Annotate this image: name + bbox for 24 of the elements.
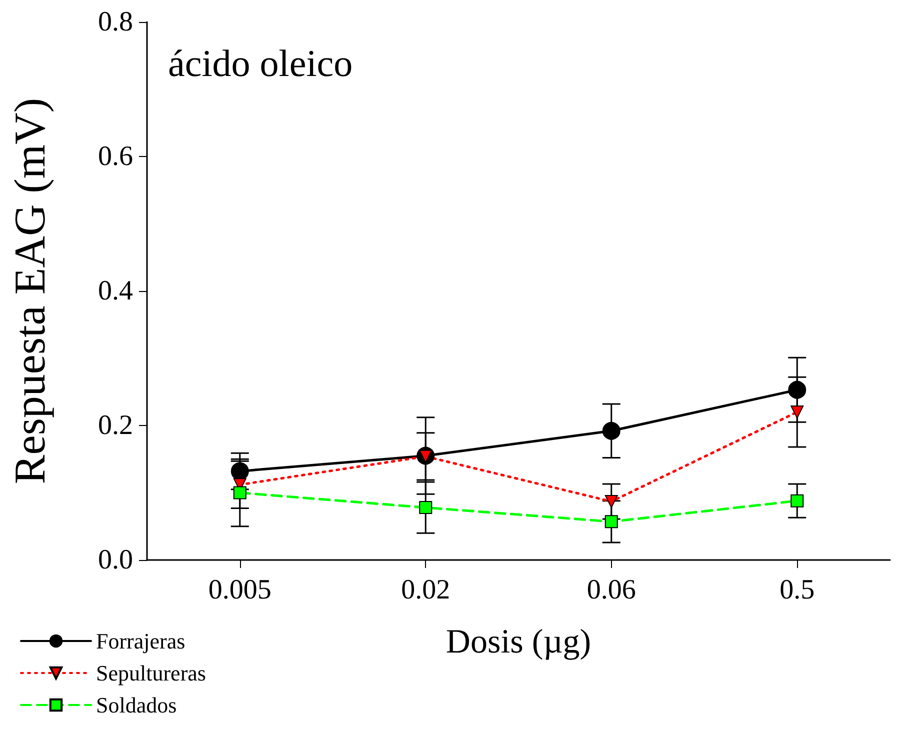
y-axis-title: Respuesta EAG (mV) <box>6 98 54 484</box>
point <box>419 501 432 514</box>
point <box>230 462 249 480</box>
y-tick-label: 0.2 <box>98 410 133 441</box>
point <box>790 406 804 419</box>
x-tick-label: 0.02 <box>401 574 450 606</box>
y-tick-label: 0.6 <box>98 141 133 172</box>
legend-label: Soldados <box>96 692 177 718</box>
x-tick-label: 0.005 <box>208 574 272 606</box>
point <box>233 486 246 500</box>
point <box>790 494 804 508</box>
y-tick-label: 0.8 <box>98 6 133 38</box>
point <box>604 494 618 508</box>
x-tick-label: 0.06 <box>586 574 636 606</box>
x-tick-label: 0.5 <box>780 574 815 606</box>
y-tick-label: 0.4 <box>98 276 133 306</box>
point <box>788 380 806 399</box>
x-axis-title: Dosis (µg) <box>446 624 592 660</box>
legend-label: Sepultureras <box>96 660 206 686</box>
y-tick-label: 0.0 <box>98 544 133 576</box>
point <box>604 515 618 528</box>
legend-label: Forrajeras <box>96 628 186 654</box>
annotation: ácido oleico <box>168 43 353 85</box>
point <box>602 422 620 440</box>
